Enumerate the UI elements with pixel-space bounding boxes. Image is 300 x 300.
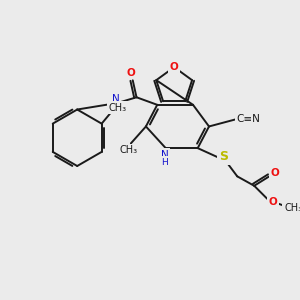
Text: N: N: [112, 94, 120, 104]
Text: H: H: [112, 103, 119, 112]
Text: CH₃: CH₃: [109, 103, 127, 112]
Text: H: H: [161, 158, 168, 167]
Text: C≡N: C≡N: [237, 114, 260, 124]
Text: O: O: [269, 197, 278, 207]
Text: N: N: [161, 150, 169, 160]
Text: S: S: [219, 150, 228, 163]
Text: O: O: [170, 62, 178, 72]
Text: O: O: [127, 68, 135, 78]
Text: CH₃: CH₃: [285, 203, 300, 213]
Text: CH₃: CH₃: [120, 145, 138, 155]
Text: O: O: [271, 168, 279, 178]
